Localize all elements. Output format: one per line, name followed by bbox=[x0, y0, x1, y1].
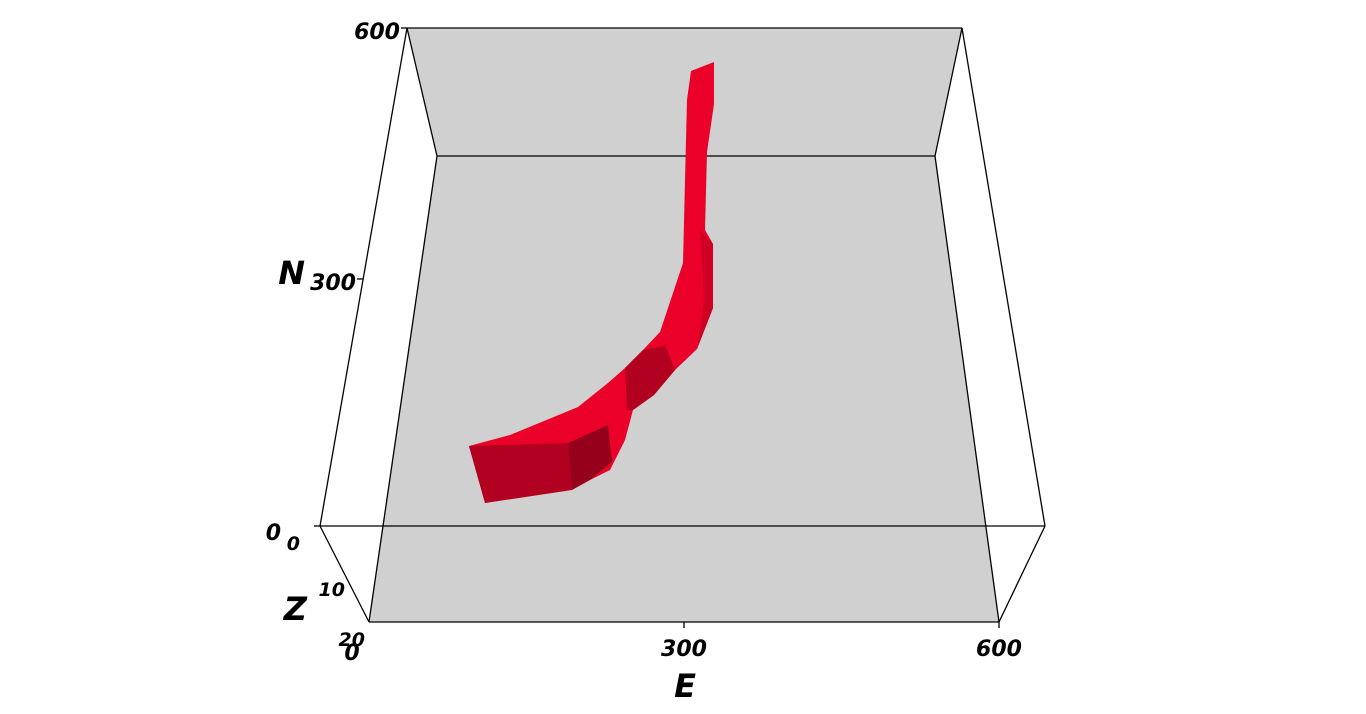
e-tick-600: 600 bbox=[976, 637, 1022, 662]
n-tick-0: 0 bbox=[266, 521, 281, 546]
floor-plane bbox=[369, 156, 999, 622]
n-tick-300: 300 bbox=[310, 271, 356, 296]
z-tick-10: 10 bbox=[319, 579, 345, 601]
e-axis-title: E bbox=[674, 667, 696, 705]
e-tick-0: 0 bbox=[344, 641, 359, 666]
z-tick-0: 0 bbox=[287, 533, 300, 555]
bounding-box bbox=[314, 27, 1046, 628]
surface-step-face bbox=[568, 425, 612, 490]
n-tick-600: 600 bbox=[354, 20, 400, 45]
back-wall-plane bbox=[407, 28, 962, 156]
surface-side-face bbox=[697, 230, 713, 349]
n-axis-title: N bbox=[278, 254, 305, 292]
surface-lower-face bbox=[469, 443, 572, 503]
e-tick-300: 300 bbox=[661, 637, 707, 662]
surface-mid-face bbox=[625, 332, 675, 410]
z-tick-20: 20 bbox=[339, 629, 365, 651]
surface-body bbox=[469, 62, 714, 503]
z-axis-title: Z bbox=[283, 590, 308, 628]
